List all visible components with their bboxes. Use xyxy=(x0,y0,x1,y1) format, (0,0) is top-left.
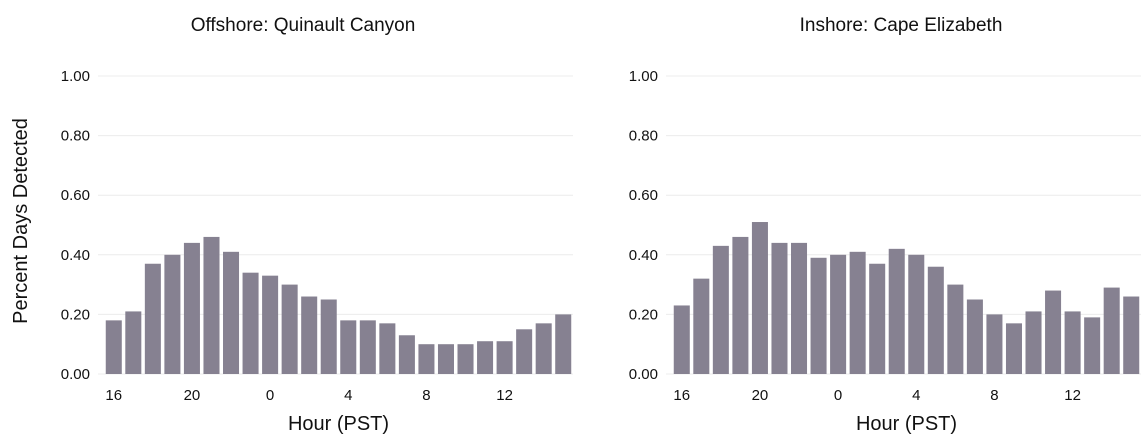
bar-hour-0 xyxy=(830,254,847,374)
y-tick-label: 0.20 xyxy=(61,306,90,323)
bar-hour-20 xyxy=(183,242,200,374)
bar-hour-10 xyxy=(1025,311,1042,374)
y-tick-label: 0.80 xyxy=(61,128,90,145)
x-tick-label: 8 xyxy=(990,387,998,404)
bar-hour-12 xyxy=(496,341,513,374)
bar-hour-10 xyxy=(457,344,474,374)
bar-hour-15 xyxy=(555,314,572,374)
x-tick-label: 4 xyxy=(912,387,920,404)
bar-hour-11 xyxy=(1045,290,1062,374)
x-axis-label: Hour (PST) xyxy=(856,413,957,435)
bar-hour-9 xyxy=(1005,323,1022,374)
bar-hour-18 xyxy=(712,245,729,374)
bar-hour-4 xyxy=(340,320,357,374)
y-tick-label: 0.40 xyxy=(629,247,658,264)
x-axis-label: Hour (PST) xyxy=(288,413,389,435)
y-tick-label: 1.00 xyxy=(61,68,90,85)
bar-hour-3 xyxy=(888,248,905,374)
bar-hour-13 xyxy=(516,329,533,374)
bar-hour-8 xyxy=(986,314,1003,374)
x-tick-label: 12 xyxy=(496,387,513,404)
bar-hour-1 xyxy=(281,284,298,374)
bar-hour-16 xyxy=(673,305,690,374)
y-tick-label: 0.60 xyxy=(629,187,658,204)
bar-hour-8 xyxy=(418,344,435,374)
bar-hour-21 xyxy=(203,236,220,374)
bar-hour-14 xyxy=(535,323,552,374)
bar-hour-5 xyxy=(359,320,376,374)
bar-hour-7 xyxy=(966,299,983,374)
x-tick-label: 16 xyxy=(105,387,122,404)
bar-hour-22 xyxy=(223,251,240,374)
bar-hour-23 xyxy=(810,257,827,374)
bar-hour-20 xyxy=(751,222,768,374)
bar-hour-9 xyxy=(437,344,454,374)
y-tick-label: 0.20 xyxy=(629,306,658,323)
x-tick-label: 16 xyxy=(673,387,690,404)
bar-hour-2 xyxy=(869,263,886,374)
bar-hour-0 xyxy=(262,275,279,374)
panel-offshore: Offshore: Quinault Canyon 0.00 0.20 0.40 0.6… xyxy=(61,15,573,435)
x-tick-label: 20 xyxy=(184,387,201,404)
bar-hour-16 xyxy=(105,320,122,374)
bar-hour-11 xyxy=(477,341,494,374)
bar-hour-13 xyxy=(1084,317,1101,374)
x-tick-label: 20 xyxy=(752,387,769,404)
shared-y-axis-label: Percent Days Detected xyxy=(10,118,32,324)
bar-hour-17 xyxy=(693,278,710,374)
bar-hour-12 xyxy=(1064,311,1081,374)
bar-hour-19 xyxy=(732,236,749,374)
y-tick-label: 1.00 xyxy=(629,68,658,85)
bar-hour-6 xyxy=(379,323,396,374)
bar-hour-18 xyxy=(144,263,161,374)
bar-hour-23 xyxy=(242,272,259,374)
bar-hour-6 xyxy=(947,284,964,374)
y-tick-label: 0.00 xyxy=(61,366,90,383)
chart-title: Offshore: Quinault Canyon xyxy=(191,15,416,36)
x-tick-label: 12 xyxy=(1064,387,1081,404)
bar-hour-15 xyxy=(1123,296,1140,374)
x-tick-label: 4 xyxy=(344,387,352,404)
bar-hour-7 xyxy=(398,335,415,374)
bar-hour-21 xyxy=(771,242,788,374)
x-tick-label: 0 xyxy=(834,387,842,404)
bar-hour-19 xyxy=(164,254,181,374)
y-tick-label: 0.00 xyxy=(629,366,658,383)
panel-inshore: Inshore: Cape Elizabeth 0.00 0.20 0.40 0.60 0… xyxy=(629,15,1141,435)
bar-hour-17 xyxy=(125,311,142,374)
y-tick-label: 0.60 xyxy=(61,187,90,204)
bar-hour-5 xyxy=(927,266,944,374)
y-tick-label: 0.80 xyxy=(629,128,658,145)
bar-hour-22 xyxy=(791,242,808,374)
bar-hour-14 xyxy=(1103,287,1120,374)
bar-hour-3 xyxy=(320,299,337,374)
bar-hour-1 xyxy=(849,251,866,374)
chart-title: Inshore: Cape Elizabeth xyxy=(800,15,1003,36)
y-tick-label: 0.40 xyxy=(61,247,90,264)
x-tick-label: 8 xyxy=(422,387,430,404)
bar-hour-4 xyxy=(908,254,925,374)
bar-hour-2 xyxy=(301,296,318,374)
x-tick-label: 0 xyxy=(266,387,274,404)
